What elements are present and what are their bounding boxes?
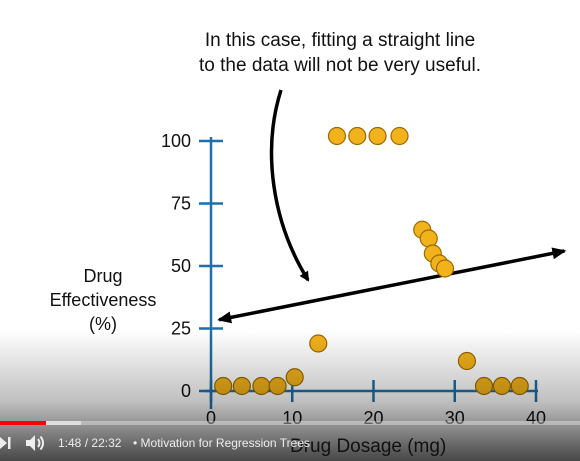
data-point [435, 259, 455, 278]
chapter-info[interactable]: • Motivation for Regression Trees [133, 436, 310, 450]
y-tick-label: 50 [171, 256, 191, 276]
chapter-title: Motivation for Regression Trees [140, 436, 310, 450]
y-axis-label-line-3: (%) [89, 314, 117, 334]
data-point [252, 376, 271, 396]
data-point [214, 376, 233, 396]
progress-played [0, 421, 47, 425]
y-tick-label: 100 [161, 131, 191, 151]
duration: 22:32 [91, 436, 122, 450]
next-icon[interactable] [0, 432, 12, 457]
chapter-separator: • [133, 436, 138, 450]
data-point [419, 229, 438, 248]
x-axis-label: Drug Dosage (mg) [290, 436, 447, 457]
data-point [327, 126, 347, 146]
x-tick-label: 30 [445, 408, 465, 428]
y-axis-label-line-2: Effectiveness [49, 290, 157, 310]
data-point [492, 376, 511, 396]
data-point [285, 368, 304, 387]
data-point [457, 351, 477, 371]
y-axis-label: Drug Effectiveness (%) [28, 264, 178, 336]
data-point [510, 376, 529, 396]
volume-icon[interactable] [24, 432, 48, 457]
y-tick-label: 75 [171, 194, 191, 214]
data-point [309, 334, 328, 353]
data-point [232, 376, 251, 396]
x-tick-label: 0 [206, 408, 216, 428]
data-point [474, 376, 494, 396]
annotation-line-2: to the data will not be very useful. [199, 55, 481, 76]
current-time: 1:48 [58, 436, 82, 450]
x-tick-label: 10 [282, 408, 302, 428]
time-display: 1:48 / 22:32 [58, 436, 121, 450]
x-tick-label: 40 [526, 408, 546, 428]
time-separator: / [84, 436, 89, 450]
y-axis-label-line-1: Drug [83, 266, 123, 286]
data-point [348, 126, 367, 146]
x-tick-label: 20 [363, 408, 383, 428]
progress-bar[interactable] [0, 421, 580, 425]
annotation-line-1: In this case, fitting a straight line [204, 30, 476, 51]
y-tick-label: 0 [181, 381, 191, 401]
annotation-text: In this case, fitting a straight line to… [150, 28, 530, 78]
data-point [390, 126, 409, 146]
player-controls: 1:48 / 22:32 • Motivation for Regression… [0, 430, 580, 458]
annotation-pointer-arrow [269, 89, 310, 282]
data-point [368, 126, 387, 146]
data-point [268, 376, 287, 396]
fit-line-arrow [217, 247, 567, 324]
